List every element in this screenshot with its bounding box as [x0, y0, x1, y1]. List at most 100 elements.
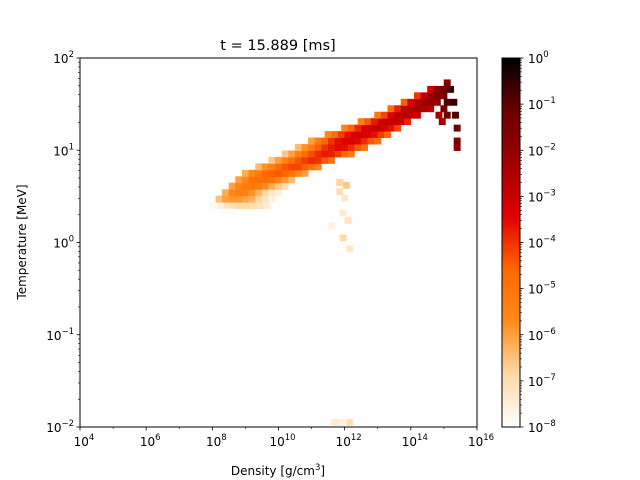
- heatmap-cell: [268, 182, 276, 190]
- heatmap-cell: [228, 189, 236, 197]
- colorbar-tick-label: 10−3: [528, 188, 556, 204]
- heatmap-cell: [407, 105, 415, 113]
- heatmap-cell: [308, 144, 316, 151]
- heatmap-cell: [308, 156, 316, 164]
- heatmap-cell: [377, 118, 385, 126]
- heatmap-cell: [222, 208, 230, 216]
- colorbar-tick-label: 10−1: [528, 96, 556, 112]
- heatmap-cell: [364, 131, 372, 139]
- heatmap-cell: [337, 131, 345, 139]
- heatmap-cell: [427, 85, 435, 93]
- heatmap-cell: [453, 137, 461, 145]
- heatmap-cell: [443, 79, 451, 87]
- heatmap-cell: [384, 118, 392, 126]
- heatmap-cell: [341, 144, 349, 151]
- heatmap-cell: [337, 418, 345, 426]
- heatmap-cell: [443, 111, 451, 119]
- heatmap-cell: [427, 98, 435, 106]
- heatmap-cell: [255, 169, 263, 177]
- heatmap-cell: [248, 169, 256, 177]
- heatmap-cell: [413, 92, 421, 100]
- heatmap-cell: [336, 179, 344, 186]
- heatmap-cell: [222, 195, 230, 203]
- x-tick-label: 108: [206, 433, 227, 449]
- y-tick-label: 10−2: [46, 419, 74, 435]
- heatmap-cell: [327, 144, 335, 151]
- heatmap-cell: [433, 85, 441, 93]
- heatmap-cell: [440, 105, 448, 113]
- heatmap-cell: [341, 194, 349, 202]
- heatmap-cell: [347, 150, 355, 158]
- heatmap-cell: [228, 195, 236, 203]
- heatmap-cell: [361, 144, 368, 151]
- heatmap-cell: [346, 245, 354, 253]
- heatmap-cell: [324, 131, 332, 139]
- heatmap-cell: [314, 150, 322, 158]
- heatmap-cell: [275, 156, 282, 164]
- heatmap-cell: [250, 202, 258, 210]
- heatmap-cell: [255, 176, 263, 184]
- heatmap-cell: [331, 131, 339, 139]
- heatmap-cell: [301, 169, 309, 177]
- heatmap-cell: [387, 124, 395, 132]
- heatmap-cell: [390, 118, 398, 126]
- heatmap-cell: [453, 124, 461, 132]
- heatmap-cell: [255, 182, 263, 190]
- heatmap-cell: [407, 111, 415, 119]
- heatmap-cell: [281, 156, 289, 164]
- colorbar-tick-label: 10−4: [528, 235, 556, 251]
- heatmap-cell: [433, 92, 441, 100]
- heatmap-cell: [235, 182, 243, 190]
- heatmap-cell: [440, 92, 448, 100]
- x-tick-label: 106: [140, 433, 161, 449]
- heatmap-cell: [374, 124, 382, 132]
- heatmap-cell: [281, 163, 289, 171]
- heatmap-cell: [288, 150, 296, 158]
- heatmap-cell: [268, 163, 276, 171]
- x-axis: 104 106 108 1010 1012 1014 1016: [74, 427, 494, 449]
- heatmap-cell: [440, 85, 448, 93]
- heatmap-cell: [443, 98, 451, 106]
- heatmap-cell: [261, 176, 269, 184]
- heatmap-cell: [261, 189, 269, 197]
- heatmap-cell: [263, 202, 271, 210]
- heatmap-cell: [288, 163, 296, 171]
- y-axis-label: Temperature [MeV]: [15, 184, 29, 300]
- heatmap-cell: [301, 163, 309, 171]
- heatmap-cell: [281, 169, 289, 177]
- heatmap-cell: [261, 169, 269, 177]
- heatmap-cell: [268, 189, 276, 197]
- heatmap-cell: [275, 182, 282, 190]
- heatmap-cell: [339, 209, 347, 217]
- heatmap-cell: [261, 163, 269, 171]
- heatmap-cell: [255, 189, 263, 197]
- heatmap-cell: [256, 202, 264, 210]
- heatmap-cell: [339, 234, 347, 242]
- heatmap-cell: [241, 176, 249, 184]
- y-tick-label: 100: [53, 235, 74, 251]
- heatmap-cell: [321, 156, 329, 164]
- heatmap-cell: [346, 418, 354, 426]
- heatmap-cell: [243, 202, 251, 210]
- y-axis: 10−2 10−1 100 101 102: [46, 50, 80, 435]
- heatmap-cell: [288, 176, 296, 184]
- heatmap-cell: [314, 156, 322, 164]
- heatmap-cell: [261, 182, 269, 190]
- heatmap-cell: [377, 131, 385, 139]
- heatmap-cell: [394, 124, 402, 132]
- heatmap-cell: [261, 195, 269, 203]
- heatmap-cell: [236, 202, 244, 210]
- heatmap-cell: [380, 111, 388, 119]
- heatmap-cell: [228, 182, 236, 190]
- heatmap-cell: [327, 137, 335, 145]
- heatmap-cell: [420, 98, 428, 106]
- heatmap-cell: [400, 111, 408, 119]
- heatmap-cell: [241, 182, 249, 190]
- heatmap-cell: [341, 124, 349, 132]
- heatmap-cell: [344, 131, 352, 139]
- heatmap-cell: [354, 144, 362, 151]
- heatmap-cell: [374, 111, 382, 119]
- heatmap-cell: [334, 150, 342, 158]
- x-tick-label: 1016: [468, 433, 494, 449]
